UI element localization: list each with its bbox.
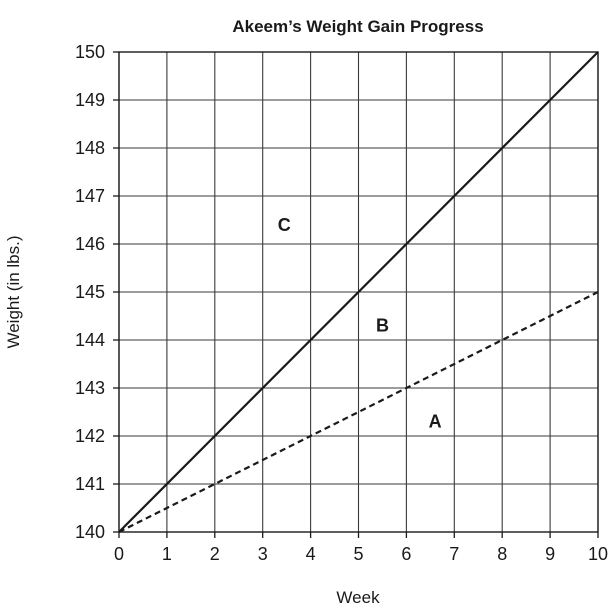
x-tick-label: 9 bbox=[545, 544, 555, 564]
y-tick-label: 145 bbox=[75, 282, 105, 302]
region-label-c: C bbox=[278, 215, 291, 235]
y-tick-label: 143 bbox=[75, 378, 105, 398]
y-tick-label: 142 bbox=[75, 426, 105, 446]
y-axis-label: Weight (in lbs.) bbox=[4, 235, 23, 348]
region-label-b: B bbox=[376, 316, 389, 336]
x-tick-label: 8 bbox=[497, 544, 507, 564]
y-tick-label: 144 bbox=[75, 330, 105, 350]
y-tick-label: 146 bbox=[75, 234, 105, 254]
y-tick-label: 140 bbox=[75, 522, 105, 542]
y-tick-label: 148 bbox=[75, 138, 105, 158]
y-tick-label: 149 bbox=[75, 90, 105, 110]
chart-title: Akeem’s Weight Gain Progress bbox=[232, 17, 483, 36]
x-tick-label: 10 bbox=[588, 544, 608, 564]
x-tick-label: 4 bbox=[306, 544, 316, 564]
x-axis-label: Week bbox=[336, 588, 380, 607]
x-tick-label: 5 bbox=[353, 544, 363, 564]
x-tick-label: 2 bbox=[210, 544, 220, 564]
x-tick-label: 3 bbox=[258, 544, 268, 564]
y-axis-ticks: 140 141 142 143 144 145 146 147 148 149 150 bbox=[75, 42, 119, 542]
x-tick-label: 0 bbox=[114, 544, 124, 564]
y-tick-label: 141 bbox=[75, 474, 105, 494]
grid bbox=[118, 51, 599, 533]
x-axis-ticks: 0 1 2 3 4 5 6 7 8 9 10 bbox=[114, 532, 608, 564]
x-tick-label: 1 bbox=[162, 544, 172, 564]
series-lines bbox=[118, 51, 599, 533]
region-labels: C B A bbox=[278, 215, 442, 432]
x-tick-label: 6 bbox=[401, 544, 411, 564]
region-label-a: A bbox=[429, 412, 442, 432]
solid-series-line bbox=[118, 51, 599, 533]
x-tick-label: 7 bbox=[449, 544, 459, 564]
y-tick-label: 150 bbox=[75, 42, 105, 62]
y-tick-label: 147 bbox=[75, 186, 105, 206]
